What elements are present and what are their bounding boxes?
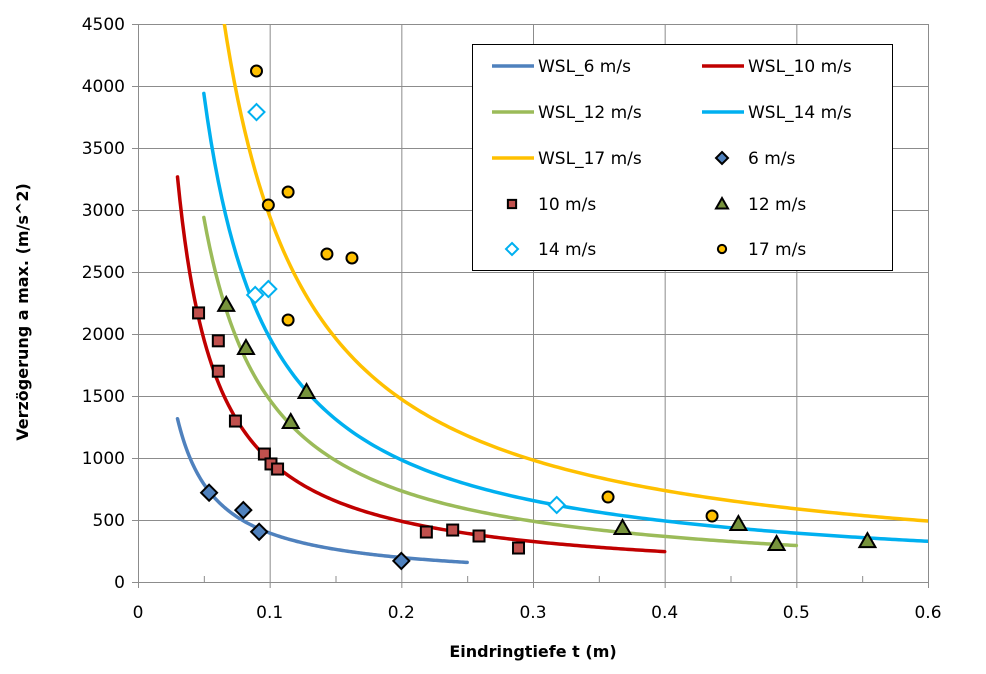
x-tick-label: 0.4: [651, 603, 678, 623]
legend-label: WSL_14 m/s: [748, 103, 852, 123]
data-point: [281, 412, 301, 430]
y-tick-label: 500: [93, 511, 125, 531]
legend-label: WSL_10 m/s: [748, 57, 852, 77]
x-tick-label: 0.2: [388, 603, 415, 623]
legend-item: WSL_6 m/s: [492, 57, 631, 77]
legend-item: WSL_12 m/s: [492, 103, 642, 123]
legend-marker-swatch: [714, 195, 730, 210]
data-point: [258, 279, 278, 299]
data-point: [211, 364, 225, 378]
data-point: [766, 534, 787, 552]
data-point: [446, 523, 460, 537]
data-point: [192, 306, 206, 320]
data-point: [199, 483, 219, 503]
y-tick-label: 3500: [82, 139, 125, 159]
data-point: [728, 513, 749, 531]
curve-wsl-6-m-s: [175, 416, 469, 565]
legend: WSL_6 m/s WSL_10 m/s WSL_12 m/s WSL_14 m/s W…: [472, 44, 893, 271]
data-point: [236, 337, 256, 356]
data-point: [250, 64, 263, 78]
x-tick-label: 0.6: [914, 603, 941, 623]
data-point: [281, 313, 295, 327]
points-10-m-s: [192, 306, 526, 555]
legend-label: 14 m/s: [538, 240, 596, 260]
legend-label: 6 m/s: [748, 149, 796, 169]
curve-wsl-17-m-s: [222, 24, 928, 523]
points-14-m-s: [245, 102, 567, 515]
legend-item: WSL_10 m/s: [702, 57, 852, 77]
y-tick-label: 3000: [82, 201, 125, 221]
legend-item: WSL_14 m/s: [702, 103, 852, 123]
legend-item: 12 m/s: [714, 195, 806, 215]
data-point: [245, 285, 265, 305]
data-point: [247, 102, 266, 122]
points-12-m-s: [216, 294, 878, 552]
data-point: [257, 447, 271, 461]
curve-wsl-12-m-s: [202, 215, 799, 548]
data-point: [857, 531, 878, 549]
legend-item: 14 m/s: [504, 240, 596, 260]
legend-item: 10 m/s: [506, 195, 596, 215]
data-point: [612, 518, 633, 536]
legend-label: WSL_17 m/s: [538, 149, 642, 169]
data-point: [345, 251, 359, 265]
legend-label: WSL_6 m/s: [538, 57, 631, 77]
data-point: [281, 185, 295, 199]
y-tick-label: 2000: [82, 325, 125, 345]
x-tick-label: 0: [133, 603, 144, 623]
legend-marker-swatch: [716, 243, 728, 255]
data-point: [320, 247, 334, 261]
y-tick-labels: 0 500 1000 1500 2000 2500 3000 3500 4000 4500: [82, 15, 125, 593]
data-point: [419, 525, 433, 539]
y-tick-label: 0: [114, 573, 125, 593]
data-point: [705, 509, 719, 523]
legend-label: 17 m/s: [748, 240, 806, 260]
legend-marker-swatch: [714, 150, 730, 166]
y-tick-label: 4500: [82, 15, 125, 35]
data-point: [249, 522, 269, 542]
points-6-m-s: [199, 483, 411, 571]
legend-marker-swatch: [506, 198, 518, 210]
x-tick-label: 0.5: [783, 603, 810, 623]
data-point: [472, 529, 486, 543]
legend-item: WSL_17 m/s: [492, 149, 642, 169]
legend-label: WSL_12 m/s: [538, 103, 642, 123]
curve-wsl-14-m-s: [202, 91, 928, 544]
data-point: [228, 414, 242, 428]
data-point: [391, 551, 411, 571]
legend-item: 6 m/s: [714, 149, 796, 169]
y-tick-label: 1000: [82, 449, 125, 469]
x-tick-label: 0.3: [519, 603, 546, 623]
data-point: [512, 541, 526, 555]
scatter-series: [192, 64, 878, 571]
x-tick-label: 0.1: [256, 603, 283, 623]
y-tick-label: 1500: [82, 387, 125, 407]
x-axis-title: Eindringtiefe t (m): [449, 642, 616, 661]
legend-label: 10 m/s: [538, 195, 596, 215]
legend-marker-swatch: [504, 241, 520, 257]
y-axis-title: Verzögerung a max. (m/s^2): [13, 183, 32, 441]
x-tick-labels: 0 0.1 0.2 0.3 0.4 0.5 0.6: [133, 603, 942, 623]
data-point: [296, 382, 317, 400]
data-point: [601, 490, 615, 504]
data-point: [547, 495, 567, 515]
data-point: [271, 462, 285, 476]
legend-box: [472, 44, 893, 271]
data-point: [233, 500, 253, 520]
y-tick-label: 2500: [82, 263, 125, 283]
y-tick-label: 4000: [82, 77, 125, 97]
points-17-m-s: [250, 64, 719, 523]
data-point: [216, 294, 236, 312]
axes: [132, 24, 928, 588]
curve-series: [175, 24, 928, 565]
legend-label: 12 m/s: [748, 195, 806, 215]
data-point: [261, 198, 275, 212]
data-point: [211, 334, 225, 348]
legend-item: 17 m/s: [716, 240, 806, 260]
